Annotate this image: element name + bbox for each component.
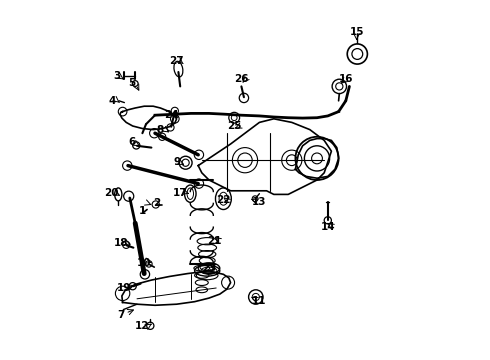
Text: 7: 7 — [117, 310, 124, 320]
Text: 15: 15 — [349, 27, 364, 37]
Text: 27: 27 — [169, 56, 184, 66]
Text: 5: 5 — [128, 78, 135, 88]
Text: 21: 21 — [207, 236, 221, 246]
Text: 3: 3 — [114, 71, 121, 81]
Text: 12: 12 — [135, 321, 149, 331]
Text: 4: 4 — [108, 96, 116, 106]
Text: 13: 13 — [252, 197, 267, 207]
Text: 26: 26 — [234, 74, 248, 84]
Text: 17: 17 — [173, 188, 188, 198]
Text: 1: 1 — [139, 206, 146, 216]
Text: 23: 23 — [202, 263, 216, 273]
Text: 25: 25 — [227, 121, 242, 131]
Text: 22: 22 — [216, 195, 231, 205]
Text: 20: 20 — [104, 188, 119, 198]
Text: 6: 6 — [128, 137, 135, 147]
Text: 9: 9 — [173, 157, 180, 167]
Text: 10: 10 — [137, 258, 151, 268]
Text: 24: 24 — [164, 110, 178, 120]
Text: 18: 18 — [114, 238, 128, 248]
Text: 8: 8 — [157, 125, 164, 135]
Text: 16: 16 — [339, 74, 353, 84]
Text: 19: 19 — [117, 283, 132, 293]
Text: 11: 11 — [252, 296, 267, 306]
Text: 2: 2 — [153, 198, 160, 208]
Text: 14: 14 — [320, 222, 335, 232]
